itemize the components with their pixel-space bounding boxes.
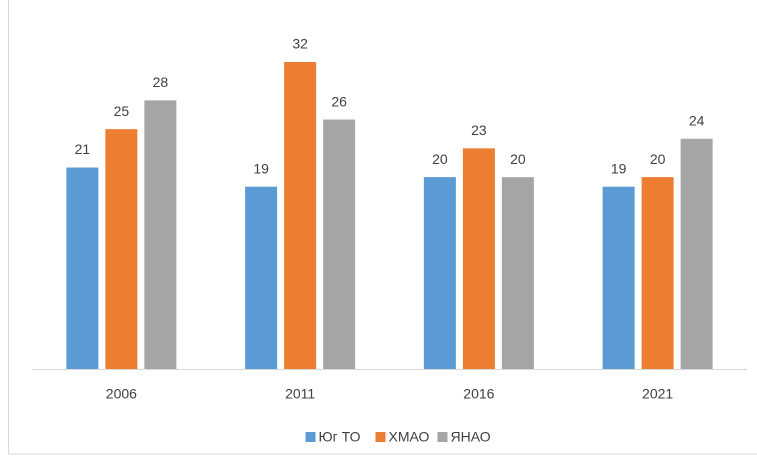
data-label: 32 — [292, 36, 308, 52]
bar — [323, 119, 356, 369]
bar — [245, 186, 278, 369]
x-tick-label: 2011 — [285, 386, 315, 402]
legend-label: Юг ТО — [319, 429, 361, 445]
bar — [602, 186, 635, 369]
bar — [105, 129, 138, 369]
data-label: 26 — [331, 93, 347, 109]
bar — [501, 177, 534, 369]
data-label: 20 — [432, 151, 448, 167]
bar — [462, 148, 495, 369]
bar — [66, 167, 99, 369]
data-label: 25 — [114, 103, 130, 119]
legend-label: ХМАО — [389, 429, 430, 445]
data-label: 28 — [153, 74, 169, 90]
chart-frame — [8, 0, 757, 455]
data-label: 19 — [611, 160, 627, 176]
data-label: 21 — [75, 141, 91, 157]
x-tick-label: 2006 — [106, 386, 137, 402]
x-tick-label: 2016 — [463, 386, 494, 402]
bar — [680, 138, 713, 369]
data-label: 20 — [650, 151, 666, 167]
data-label: 19 — [253, 160, 269, 176]
data-label: 24 — [689, 112, 705, 128]
bar — [641, 177, 674, 369]
data-label: 23 — [471, 122, 487, 138]
x-tick-label: 2021 — [642, 386, 673, 402]
bar — [284, 62, 317, 369]
legend-swatch — [437, 432, 448, 442]
data-label: 20 — [510, 151, 526, 167]
bar — [144, 100, 177, 369]
legend-label: ЯНАО — [451, 429, 491, 445]
legend-swatch — [375, 432, 386, 442]
legend-swatch — [305, 432, 316, 442]
bar — [423, 177, 456, 369]
